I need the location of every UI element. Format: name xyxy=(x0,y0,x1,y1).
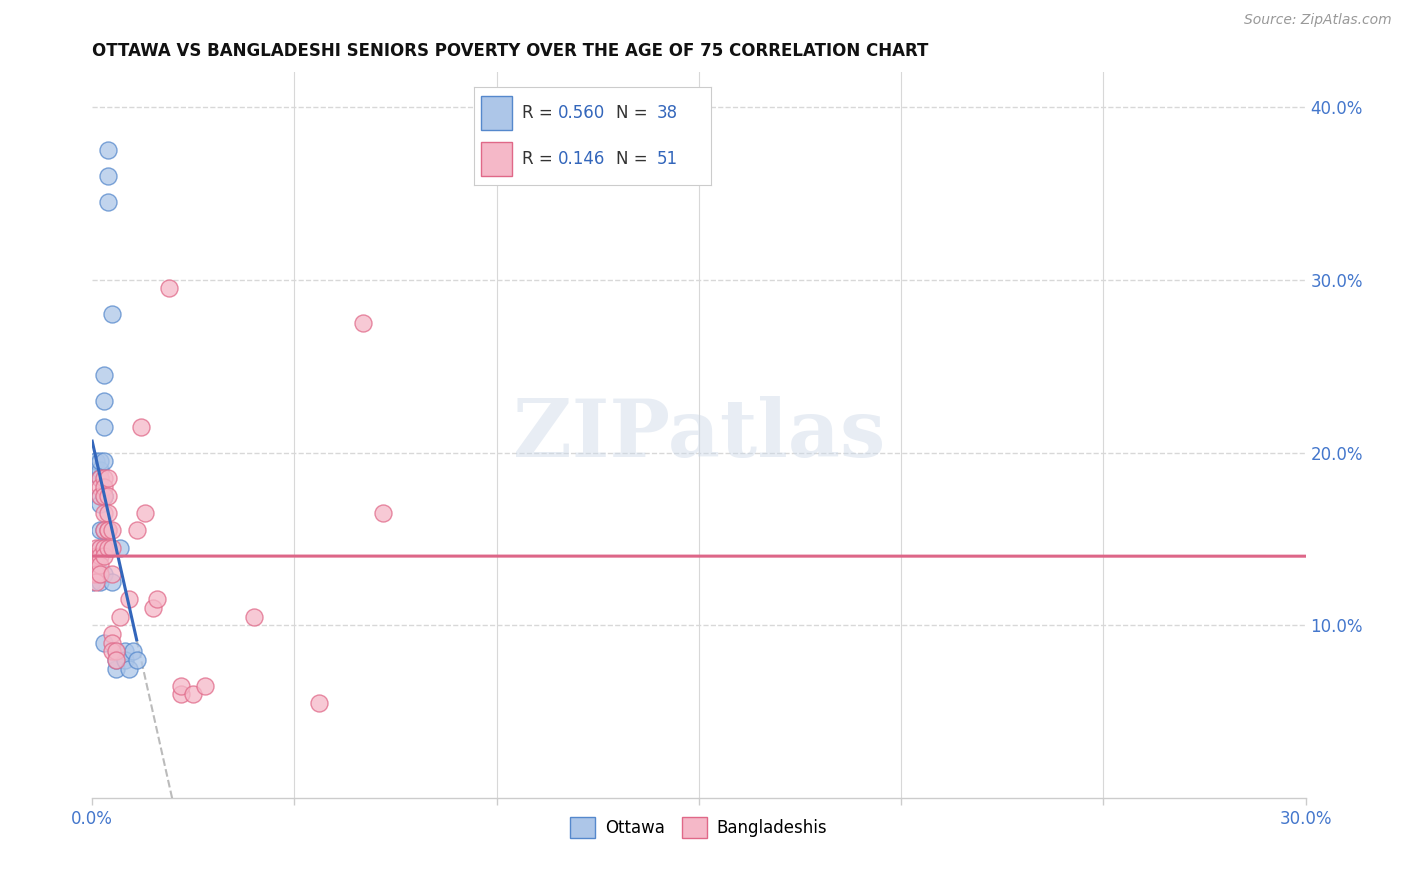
Point xyxy=(89,566,111,581)
Point xyxy=(89,524,111,538)
Point xyxy=(89,454,111,468)
Point xyxy=(129,419,152,434)
Point xyxy=(93,489,115,503)
Point xyxy=(97,194,120,209)
Text: ZIPatlas: ZIPatlas xyxy=(513,396,884,475)
Point xyxy=(105,661,128,675)
Point xyxy=(84,558,107,572)
Point xyxy=(110,609,132,624)
Point xyxy=(93,549,115,564)
Point xyxy=(101,541,124,555)
Point xyxy=(93,541,115,555)
Point xyxy=(101,524,124,538)
Point xyxy=(97,524,120,538)
Point xyxy=(89,558,111,572)
Point xyxy=(89,489,111,503)
Point xyxy=(82,575,104,590)
Point xyxy=(89,480,111,494)
Point xyxy=(125,653,148,667)
Point xyxy=(89,575,111,590)
Point xyxy=(97,541,120,555)
Point xyxy=(134,506,156,520)
Point xyxy=(97,506,120,520)
Point xyxy=(114,644,136,658)
Point xyxy=(82,566,104,581)
Point xyxy=(97,489,120,503)
Point xyxy=(89,497,111,511)
Point xyxy=(89,471,111,485)
Point xyxy=(125,524,148,538)
Point xyxy=(308,696,330,710)
Point xyxy=(93,566,115,581)
Point xyxy=(105,653,128,667)
Text: OTTAWA VS BANGLADESHI SENIORS POVERTY OVER THE AGE OF 75 CORRELATION CHART: OTTAWA VS BANGLADESHI SENIORS POVERTY OV… xyxy=(93,42,928,60)
Legend: Ottawa, Bangladeshis: Ottawa, Bangladeshis xyxy=(564,811,834,844)
Point xyxy=(105,653,128,667)
Point xyxy=(97,169,120,183)
Point xyxy=(82,558,104,572)
Point xyxy=(146,592,169,607)
Point xyxy=(101,575,124,590)
Point xyxy=(93,489,115,503)
Point xyxy=(89,489,111,503)
Point xyxy=(84,454,107,468)
Point xyxy=(110,541,132,555)
Point xyxy=(101,566,124,581)
Point xyxy=(93,489,115,503)
Point xyxy=(352,316,374,330)
Point xyxy=(89,549,111,564)
Point xyxy=(243,609,266,624)
Point xyxy=(105,644,128,658)
Point xyxy=(93,541,115,555)
Point xyxy=(170,679,193,693)
Point xyxy=(373,506,395,520)
Point xyxy=(101,627,124,641)
Point xyxy=(101,644,124,658)
Point xyxy=(117,661,139,675)
Point xyxy=(93,471,115,485)
Point xyxy=(89,463,111,477)
Point xyxy=(114,653,136,667)
Point xyxy=(93,393,115,408)
Point xyxy=(93,524,115,538)
Point xyxy=(101,307,124,321)
Point xyxy=(93,635,115,649)
Point xyxy=(84,566,107,581)
Point xyxy=(84,549,107,564)
Point xyxy=(157,281,180,295)
Point xyxy=(194,679,217,693)
Point xyxy=(93,480,115,494)
Point xyxy=(89,541,111,555)
Point xyxy=(84,575,107,590)
Point xyxy=(97,143,120,157)
Point xyxy=(97,471,120,485)
Point xyxy=(89,566,111,581)
Point xyxy=(89,471,111,485)
Point xyxy=(170,688,193,702)
Point xyxy=(101,635,124,649)
Point xyxy=(97,524,120,538)
Point xyxy=(89,541,111,555)
Point xyxy=(181,688,204,702)
Point xyxy=(142,601,165,615)
Point xyxy=(93,454,115,468)
Point xyxy=(105,644,128,658)
Point xyxy=(121,644,143,658)
Point xyxy=(117,592,139,607)
Point xyxy=(93,419,115,434)
Point xyxy=(93,506,115,520)
Text: Source: ZipAtlas.com: Source: ZipAtlas.com xyxy=(1244,13,1392,28)
Point xyxy=(84,541,107,555)
Point xyxy=(93,489,115,503)
Point xyxy=(84,566,107,581)
Point xyxy=(93,368,115,382)
Point xyxy=(93,524,115,538)
Point xyxy=(84,463,107,477)
